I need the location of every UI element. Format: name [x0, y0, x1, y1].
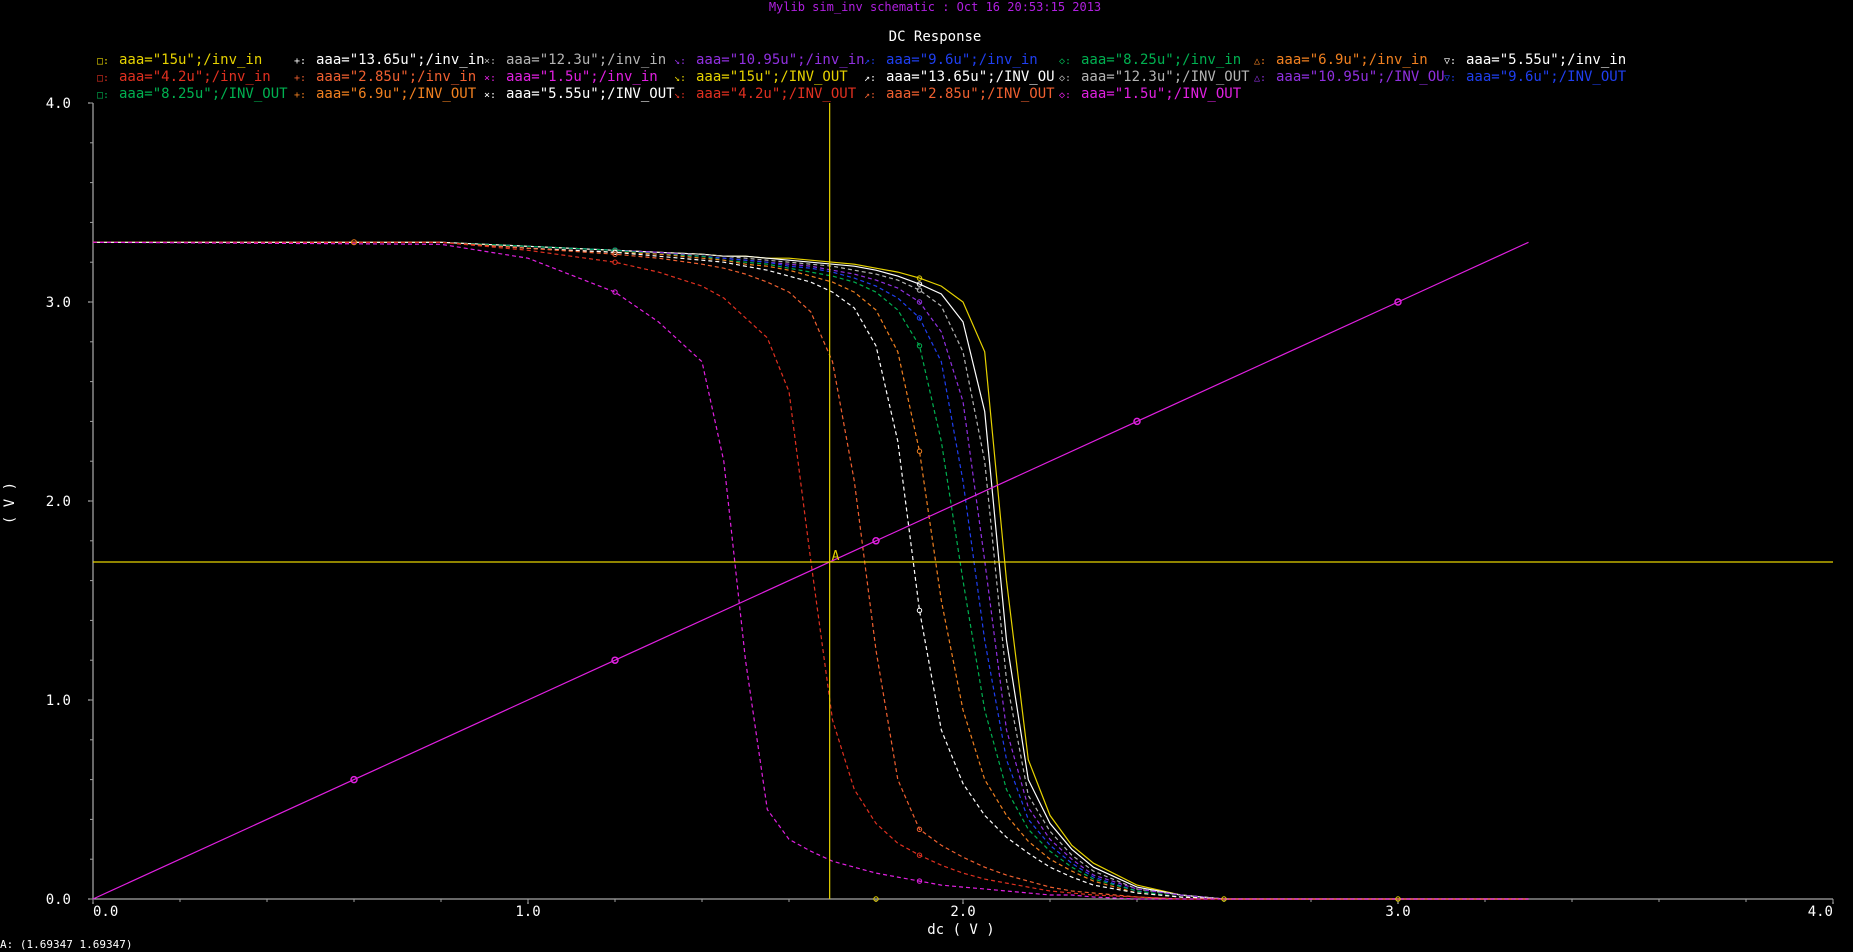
x-tick-label: 4.0 [1808, 904, 1833, 920]
series-point-marker [351, 239, 357, 246]
legend-entry[interactable]: aaa="8.25u";/inv_in [1081, 52, 1241, 68]
legend-symbol: ↘: [674, 73, 686, 84]
y-axis-label: ( V ) [2, 482, 18, 524]
series-point-marker [916, 287, 923, 293]
legend-symbol: ◇: [1059, 73, 1071, 84]
legend-entry[interactable]: aaa="2.85u";/inv_in [316, 69, 476, 85]
series-line-inv-in [92, 241, 1529, 900]
x-axis-label: dc ( V ) [927, 922, 994, 938]
series-point-marker [916, 275, 923, 281]
legend-entry[interactable]: aaa="2.85u";/INV_OUT [886, 86, 1055, 102]
series-point-marker [612, 259, 618, 265]
legend-symbol: ◇: [1059, 90, 1071, 101]
legend-symbol: +: [294, 73, 306, 84]
series-point-marker [350, 775, 358, 784]
series-line-inv-out [92, 241, 1529, 900]
legend-entry[interactable]: aaa="5.55u";/inv_in [1466, 52, 1626, 68]
legend-entry[interactable]: aaa="6.9u";/inv_in [1276, 52, 1428, 68]
legend-symbol: △: [1254, 73, 1266, 84]
series-line-inv-out [93, 241, 1529, 900]
legend-symbol: ×: [484, 56, 496, 67]
legend-entry[interactable]: aaa="1.5u";/INV_OUT [1081, 86, 1242, 102]
series-point-marker [1394, 298, 1402, 306]
series-line-inv-out [93, 241, 1529, 900]
x-tick-label: 3.0 [1385, 904, 1410, 920]
series-line-inv-out [93, 241, 1529, 900]
legend-entry[interactable]: aaa="12.3u";/inv_in [506, 52, 666, 68]
window-title: Mylib sim_inv schematic : Oct 16 20:53:1… [769, 0, 1101, 14]
series-line-inv-out [93, 241, 1529, 900]
y-tick-label: 0.0 [46, 892, 71, 908]
legend-symbol: ▽: [1444, 56, 1456, 67]
legend-symbol: □: [97, 90, 109, 101]
x-tick-label: 1.0 [515, 904, 540, 920]
crosshair-cursor[interactable]: A [93, 103, 1833, 899]
legend-entry[interactable]: aaa="12.3u";/INV_OUT [1081, 69, 1250, 85]
legend-entry[interactable]: aaa="9.6u";/inv_in [886, 52, 1038, 68]
legend-entry[interactable]: aaa="13.65u";/INV_OU [886, 69, 1055, 85]
marker-readout: A: (1.69347 1.69347) [0, 938, 133, 951]
series-point-marker [916, 343, 923, 349]
y-tick-label: 3.0 [46, 295, 71, 311]
series-point-marker [916, 607, 923, 614]
legend-entry[interactable]: aaa="10.95u";/inv_in [696, 52, 865, 68]
legend-symbol: ◇: [1059, 56, 1071, 67]
series-point-marker [1221, 896, 1227, 902]
series-point-marker [612, 249, 618, 255]
y-tick-label: 2.0 [46, 494, 71, 510]
legend-entry[interactable]: aaa="13.65u";/inv_in [316, 52, 485, 68]
series-point-marker [916, 852, 923, 858]
series-point-marker [873, 896, 879, 902]
series-point-marker [916, 448, 923, 454]
legend-entry[interactable]: aaa="1.5u";/inv_in [506, 69, 658, 85]
y-tick-label: 1.0 [46, 693, 71, 709]
legend-symbol: +: [294, 90, 306, 101]
legend-symbol: ↗: [864, 56, 876, 67]
legend-symbol: □: [97, 73, 109, 84]
legend-entry[interactable]: aaa="15u";/INV_OUT [696, 69, 848, 85]
legend-entry[interactable]: aaa="4.2u";/inv_in [119, 69, 271, 85]
legend-symbol: ▽: [1444, 73, 1456, 84]
series-point-marker [612, 251, 618, 257]
series-line-inv-out [93, 241, 1529, 900]
legend-symbol: △: [1254, 56, 1266, 67]
series-line-inv-out [93, 241, 1529, 900]
series-point-marker [611, 656, 619, 664]
legend-symbol: ↗: [864, 90, 876, 101]
legend: □: aaa="15u";/inv_in +: aaa="13.65u";/inv_i… [97, 52, 1627, 102]
cursor-marker-label: A [832, 549, 840, 564]
series-point-marker [612, 289, 618, 295]
legend-entry[interactable]: aaa="15u";/inv_in [119, 52, 262, 68]
y-tick-label: 4.0 [46, 96, 71, 112]
legend-symbol: ↗: [864, 73, 876, 84]
series-point-marker [1395, 896, 1401, 902]
legend-symbol: ×: [484, 90, 496, 101]
legend-symbol: □: [97, 56, 109, 67]
series-point-marker [916, 826, 923, 833]
legend-symbol: ↘: [674, 90, 686, 101]
legend-symbol: ×: [484, 73, 496, 84]
series-point-marker [916, 299, 923, 305]
legend-entry[interactable]: aaa="4.2u";/INV_OUT [696, 86, 857, 102]
series-point-marker [916, 281, 923, 287]
series-point-marker [1133, 417, 1141, 426]
series-group [92, 239, 1529, 902]
legend-entry[interactable]: aaa="9.6u";/INV_OUT [1466, 69, 1627, 85]
legend-entry[interactable]: aaa="8.25u";/INV_OUT [119, 86, 288, 102]
x-tick-label: 2.0 [950, 904, 975, 920]
series-point-marker [916, 315, 923, 321]
axes: ( V ) dc ( V ) 0.0 1.0 2.0 3.0 4.0 0.0 1.0 2.0 3… [2, 96, 1834, 938]
legend-entry[interactable]: aaa="6.9u";/INV_OUT [316, 86, 477, 102]
legend-symbol: +: [294, 56, 306, 67]
series-point-marker [872, 537, 880, 545]
legend-entry[interactable]: aaa="10.95u";/INV_OU [1276, 69, 1445, 85]
series-point-marker [916, 878, 923, 884]
series-line-inv-out [93, 241, 1529, 900]
legend-symbol: ↘: [674, 56, 686, 67]
chart-title: DC Response [889, 29, 982, 45]
legend-entry[interactable]: aaa="5.55u";/INV_OUT [506, 86, 675, 102]
x-tick-label: 0.0 [93, 904, 118, 920]
